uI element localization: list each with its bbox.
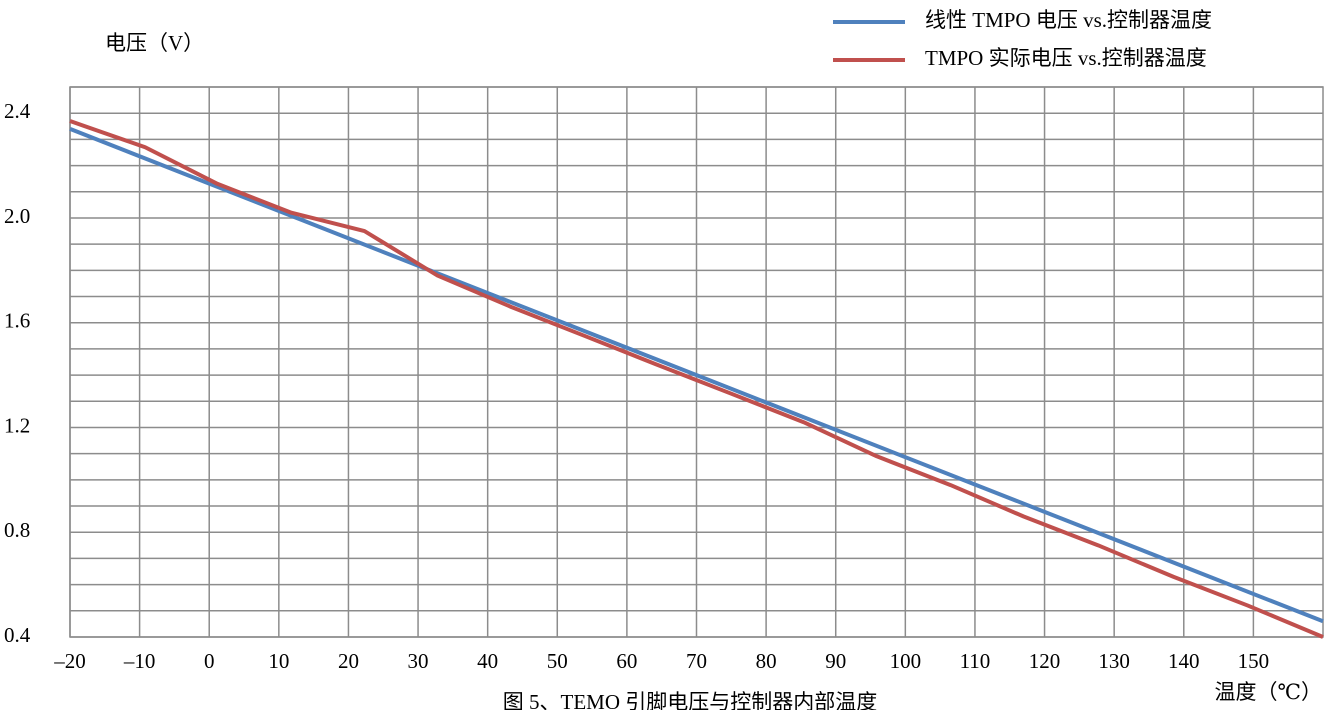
y-tick-label: 2.4 <box>4 99 31 123</box>
legend-label: TMPO 实际电压 vs.控制器温度 <box>925 46 1207 70</box>
x-tick-label: 60 <box>616 649 637 673</box>
y-tick-label: 1.6 <box>4 309 30 333</box>
x-tick-label: 140 <box>1168 649 1200 673</box>
x-tick-label: 50 <box>547 649 568 673</box>
x-tick-label: 70 <box>686 649 707 673</box>
y-tick-label: 1.2 <box>4 413 30 437</box>
x-tick-label: 40 <box>477 649 498 673</box>
x-tick-label: 20 <box>338 649 359 673</box>
y-tick-label: 0.8 <box>4 518 30 542</box>
x-tick-label: 110 <box>960 649 991 673</box>
x-tick-label: 100 <box>890 649 922 673</box>
plot-border <box>69 86 1324 638</box>
y-axis-label: 电压（V） <box>105 31 204 55</box>
legend-label: 线性 TMPO 电压 vs.控制器温度 <box>925 8 1212 32</box>
x-tick-label: 90 <box>825 649 846 673</box>
y-tick-label: 2.0 <box>4 204 30 228</box>
y-tick-label: 0.4 <box>4 623 31 647</box>
x-tick-label: –10 <box>123 649 156 673</box>
x-tick-label: 130 <box>1098 649 1130 673</box>
x-tick-label: 10 <box>268 649 289 673</box>
caption: 图 5、TEMO 引脚电压与控制器内部温度 <box>503 690 878 710</box>
x-tick-label: 150 <box>1238 649 1270 673</box>
x-tick-label: –20 <box>53 649 86 673</box>
x-tick-label: 80 <box>756 649 777 673</box>
x-tick-label: 0 <box>204 649 215 673</box>
line-series <box>69 119 1324 639</box>
x-tick-label: 120 <box>1029 649 1061 673</box>
line-series <box>69 127 1324 624</box>
x-axis-label: 温度（℃） <box>1215 680 1323 704</box>
x-tick-label: 30 <box>408 649 429 673</box>
